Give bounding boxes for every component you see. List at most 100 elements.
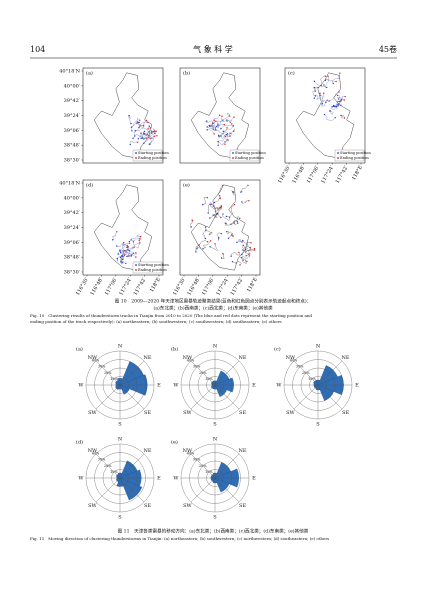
panel-label: (c)	[288, 70, 295, 77]
track	[226, 204, 235, 218]
track	[221, 253, 225, 260]
start-dot	[121, 254, 123, 257]
start-dot	[150, 130, 153, 132]
legend-label: Ending position	[340, 156, 369, 160]
start-dot	[206, 129, 208, 131]
track	[325, 76, 330, 81]
track	[315, 95, 321, 100]
spoke	[119, 477, 145, 503]
end-dot	[238, 251, 240, 254]
end-dot	[327, 75, 329, 77]
end-dot	[146, 133, 148, 135]
track	[231, 216, 240, 225]
start-dot	[201, 203, 204, 206]
end-dot	[248, 255, 251, 257]
track	[124, 250, 136, 258]
end-dot	[233, 203, 236, 206]
end-dot	[219, 197, 221, 200]
end-dot	[226, 139, 228, 141]
track	[236, 238, 243, 244]
start-dot	[217, 144, 219, 147]
end-dot	[248, 200, 250, 202]
end-dot	[339, 72, 341, 74]
lat-label: 39°06′	[64, 128, 81, 134]
spoke	[95, 384, 121, 410]
track	[121, 250, 130, 257]
end-dot	[221, 115, 223, 117]
legend-label: Starting position	[138, 151, 169, 155]
start-dot	[122, 255, 124, 258]
start-dot	[117, 253, 120, 255]
track	[314, 81, 326, 87]
end-dot	[329, 110, 331, 112]
end-dot	[139, 235, 142, 238]
start-dot	[128, 240, 131, 243]
fig11-caption-zh: 图 11 天津各类雷暴的移动方向：(a)东北类；(b)西南类；(c)西北类；(d…	[118, 528, 309, 535]
start-dot	[196, 248, 198, 250]
track	[324, 114, 336, 121]
start-dot	[213, 201, 216, 204]
ring-label: 40%	[187, 452, 195, 456]
track	[217, 141, 226, 146]
spoke	[119, 453, 145, 479]
direction-label: NE	[239, 355, 247, 361]
start-dot	[218, 134, 220, 137]
ring-label: 10%	[308, 377, 316, 381]
direction-label: S	[118, 515, 122, 521]
start-dot	[121, 262, 123, 264]
legend-dot	[135, 269, 137, 271]
start-dot	[321, 102, 323, 105]
start-dot	[334, 105, 336, 108]
track	[209, 213, 222, 219]
start-dot	[225, 133, 227, 136]
start-dot	[195, 251, 197, 253]
track	[241, 200, 249, 205]
track	[212, 125, 216, 132]
start-dot	[130, 122, 132, 125]
track	[142, 131, 157, 136]
end-dot	[145, 119, 148, 121]
direction-label: SW	[88, 503, 97, 509]
end-dot	[249, 247, 251, 249]
direction-label: N	[118, 437, 123, 443]
legend-dot	[337, 152, 339, 154]
start-dot	[338, 98, 340, 100]
direction-label: NW	[286, 355, 296, 361]
start-dot	[120, 252, 122, 254]
lat-label: 39°42′	[64, 210, 81, 216]
track	[205, 120, 214, 124]
panel-label: (a)	[86, 70, 93, 77]
spoke	[190, 360, 216, 386]
ring-label: 20%	[302, 371, 310, 375]
start-dot	[220, 127, 222, 130]
track	[120, 254, 125, 261]
track	[329, 110, 334, 115]
start-dot	[215, 129, 217, 131]
start-dot	[143, 130, 146, 133]
ring-label: 20%	[199, 371, 207, 375]
spoke	[214, 384, 240, 410]
panel-label: (e)	[171, 439, 178, 446]
end-dot	[323, 84, 325, 86]
start-dot	[222, 119, 224, 121]
start-dot	[231, 261, 234, 263]
start-dot	[214, 127, 217, 129]
ring-label: 20%	[104, 464, 112, 468]
ring-label: 40%	[290, 359, 298, 363]
track	[242, 249, 250, 255]
end-dot	[130, 254, 133, 256]
end-dot	[228, 115, 231, 117]
end-dot	[224, 143, 226, 145]
start-dot	[230, 223, 232, 225]
direction-label: E	[355, 383, 359, 389]
end-dot	[253, 248, 256, 250]
lat-label: 39°24′	[64, 225, 81, 231]
track	[220, 127, 228, 137]
track	[116, 242, 126, 247]
direction-label: NW	[183, 448, 193, 454]
spoke	[190, 477, 216, 503]
start-dot	[216, 213, 218, 216]
start-dot	[222, 130, 225, 132]
ring-label: 40%	[187, 359, 195, 363]
